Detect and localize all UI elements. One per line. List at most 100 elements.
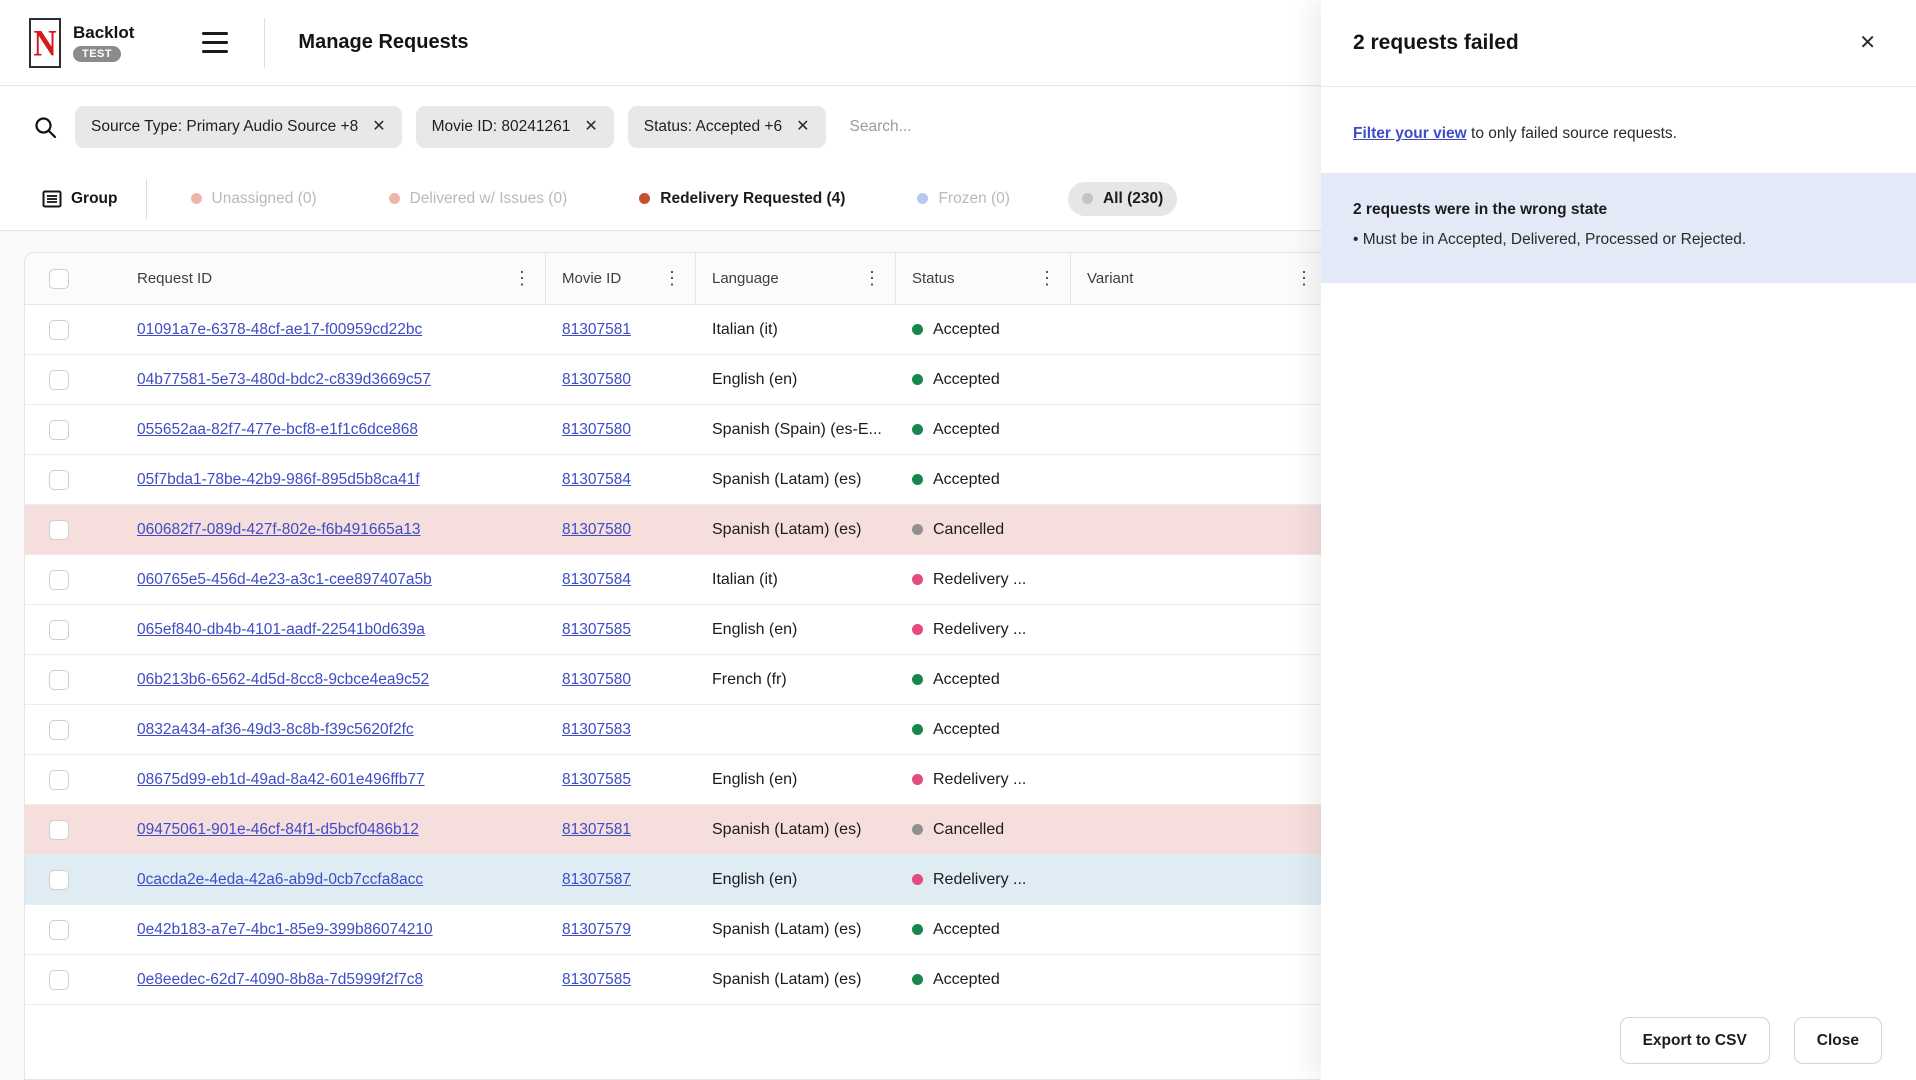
select-all-checkbox[interactable]: [49, 269, 69, 289]
status-dot: [912, 324, 923, 335]
row-checkbox[interactable]: [49, 770, 69, 790]
table-row[interactable]: 060765e5-456d-4e23-a3c1-cee897407a5b 813…: [25, 555, 1363, 605]
status-label: Accepted: [933, 421, 1000, 439]
tab-all-230[interactable]: All (230): [1068, 182, 1177, 216]
filter-your-view-link[interactable]: Filter your view: [1353, 125, 1467, 142]
remove-chip-icon[interactable]: ✕: [372, 119, 385, 135]
search-icon: [33, 115, 57, 139]
row-checkbox[interactable]: [49, 820, 69, 840]
request-id-link[interactable]: 04b77581-5e73-480d-bdc2-c839d3669c57: [137, 371, 431, 388]
table-row[interactable]: 06b213b6-6562-4d5d-8cc8-9cbce4ea9c52 813…: [25, 655, 1363, 705]
column-label: Movie ID: [562, 270, 621, 287]
table-row[interactable]: 0cacda2e-4eda-42a6-ab9d-0cb7ccfa8acc 813…: [25, 855, 1363, 905]
filter-chip[interactable]: Movie ID: 80241261 ✕: [416, 106, 614, 148]
request-id-link[interactable]: 060682f7-089d-427f-802e-f6b491665a13: [137, 521, 421, 538]
row-checkbox[interactable]: [49, 570, 69, 590]
info-title: 2 requests were in the wrong state: [1353, 201, 1884, 219]
row-checkbox[interactable]: [49, 470, 69, 490]
table-row[interactable]: 0e8eedec-62d7-4090-8b8a-7d5999f2f7c8 813…: [25, 955, 1363, 1005]
table-row[interactable]: 055652aa-82f7-477e-bcf8-e1f1c6dce868 813…: [25, 405, 1363, 455]
request-id-link[interactable]: 055652aa-82f7-477e-bcf8-e1f1c6dce868: [137, 421, 418, 438]
info-bullet: • Must be in Accepted, Delivered, Proces…: [1353, 231, 1884, 249]
status-cell: Accepted: [896, 921, 1071, 939]
table-row[interactable]: 08675d99-eb1d-49ad-8a42-601e496ffb77 813…: [25, 755, 1363, 805]
column-menu-icon[interactable]: ⋮: [509, 268, 535, 289]
column-menu-icon[interactable]: ⋮: [859, 268, 885, 289]
close-button[interactable]: Close: [1794, 1017, 1882, 1064]
movie-id-link[interactable]: 81307587: [562, 871, 631, 888]
movie-id-link[interactable]: 81307585: [562, 971, 631, 988]
tab-redelivery-requested-4[interactable]: Redelivery Requested (4): [625, 182, 859, 216]
request-id-link[interactable]: 05f7bda1-78be-42b9-986f-895d5b8ca41f: [137, 471, 420, 488]
language-cell: Spanish (Latam) (es): [696, 471, 896, 489]
request-id-link[interactable]: 01091a7e-6378-48cf-ae17-f00959cd22bc: [137, 321, 422, 338]
movie-id-link[interactable]: 81307580: [562, 421, 631, 438]
search-input[interactable]: [850, 118, 1070, 136]
table-row[interactable]: 060682f7-089d-427f-802e-f6b491665a13 813…: [25, 505, 1363, 555]
row-checkbox[interactable]: [49, 720, 69, 740]
movie-id-link[interactable]: 81307581: [562, 821, 631, 838]
movie-id-link[interactable]: 81307581: [562, 321, 631, 338]
request-id-link[interactable]: 0e8eedec-62d7-4090-8b8a-7d5999f2f7c8: [137, 971, 423, 988]
filter-chip[interactable]: Source Type: Primary Audio Source +8 ✕: [75, 106, 402, 148]
requests-table: Request ID ⋮Movie ID ⋮Language ⋮Status ⋮…: [24, 252, 1364, 1080]
netflix-logo[interactable]: N: [29, 18, 61, 68]
movie-id-link[interactable]: 81307579: [562, 921, 631, 938]
request-id-link[interactable]: 06b213b6-6562-4d5d-8cc8-9cbce4ea9c52: [137, 671, 429, 688]
row-checkbox[interactable]: [49, 370, 69, 390]
remove-chip-icon[interactable]: ✕: [796, 119, 809, 135]
language-cell: Spanish (Latam) (es): [696, 521, 896, 539]
table-row[interactable]: 0e42b183-a7e7-4bc1-85e9-399b86074210 813…: [25, 905, 1363, 955]
table-row[interactable]: 01091a7e-6378-48cf-ae17-f00959cd22bc 813…: [25, 305, 1363, 355]
group-button[interactable]: Group: [42, 189, 118, 209]
table-row[interactable]: 065ef840-db4b-4101-aadf-22541b0d639a 813…: [25, 605, 1363, 655]
row-checkbox[interactable]: [49, 320, 69, 340]
top-bar: N Backlot TEST Manage Requests: [0, 0, 1321, 86]
close-icon[interactable]: ✕: [1859, 33, 1876, 53]
tab-label: Delivered w/ Issues (0): [410, 190, 568, 208]
tab-unassigned-0[interactable]: Unassigned (0): [177, 182, 331, 216]
row-checkbox[interactable]: [49, 670, 69, 690]
filter-chip[interactable]: Status: Accepted +6 ✕: [628, 106, 826, 148]
movie-id-link[interactable]: 81307580: [562, 671, 631, 688]
status-label: Redelivery ...: [933, 571, 1026, 589]
movie-id-link[interactable]: 81307580: [562, 521, 631, 538]
env-badge: TEST: [73, 46, 121, 62]
movie-id-link[interactable]: 81307580: [562, 371, 631, 388]
request-id-link[interactable]: 08675d99-eb1d-49ad-8a42-601e496ffb77: [137, 771, 425, 788]
request-id-link[interactable]: 0e42b183-a7e7-4bc1-85e9-399b86074210: [137, 921, 433, 938]
tab-delivered-w-issues-0[interactable]: Delivered w/ Issues (0): [375, 182, 582, 216]
topbar-divider: [264, 18, 265, 68]
movie-id-link[interactable]: 81307583: [562, 721, 631, 738]
movie-id-link[interactable]: 81307584: [562, 571, 631, 588]
request-id-link[interactable]: 0cacda2e-4eda-42a6-ab9d-0cb7ccfa8acc: [137, 871, 423, 888]
request-id-link[interactable]: 09475061-901e-46cf-84f1-d5bcf0486b12: [137, 821, 419, 838]
tab-label: Frozen (0): [938, 190, 1010, 208]
table-row[interactable]: 09475061-901e-46cf-84f1-d5bcf0486b12 813…: [25, 805, 1363, 855]
row-checkbox[interactable]: [49, 870, 69, 890]
column-menu-icon[interactable]: ⋮: [1291, 268, 1317, 289]
table-row[interactable]: 04b77581-5e73-480d-bdc2-c839d3669c57 813…: [25, 355, 1363, 405]
movie-id-link[interactable]: 81307585: [562, 621, 631, 638]
row-checkbox[interactable]: [49, 520, 69, 540]
language-cell: Spanish (Latam) (es): [696, 971, 896, 989]
request-id-link[interactable]: 065ef840-db4b-4101-aadf-22541b0d639a: [137, 621, 425, 638]
row-checkbox[interactable]: [49, 620, 69, 640]
hamburger-menu-icon[interactable]: [202, 32, 228, 53]
column-menu-icon[interactable]: ⋮: [1034, 268, 1060, 289]
tab-frozen-0[interactable]: Frozen (0): [903, 182, 1024, 216]
row-checkbox[interactable]: [49, 970, 69, 990]
request-id-link[interactable]: 060765e5-456d-4e23-a3c1-cee897407a5b: [137, 571, 432, 588]
filter-bar: Source Type: Primary Audio Source +8 ✕ Mo…: [0, 87, 1321, 167]
column-menu-icon[interactable]: ⋮: [659, 268, 685, 289]
table-row[interactable]: 05f7bda1-78be-42b9-986f-895d5b8ca41f 813…: [25, 455, 1363, 505]
export-to-csv-button[interactable]: Export to CSV: [1620, 1017, 1770, 1064]
row-checkbox[interactable]: [49, 420, 69, 440]
row-checkbox[interactable]: [49, 920, 69, 940]
table-row[interactable]: 0832a434-af36-49d3-8c8b-f39c5620f2fc 813…: [25, 705, 1363, 755]
status-cell: Accepted: [896, 321, 1071, 339]
remove-chip-icon[interactable]: ✕: [584, 119, 597, 135]
movie-id-link[interactable]: 81307585: [562, 771, 631, 788]
request-id-link[interactable]: 0832a434-af36-49d3-8c8b-f39c5620f2fc: [137, 721, 414, 738]
movie-id-link[interactable]: 81307584: [562, 471, 631, 488]
